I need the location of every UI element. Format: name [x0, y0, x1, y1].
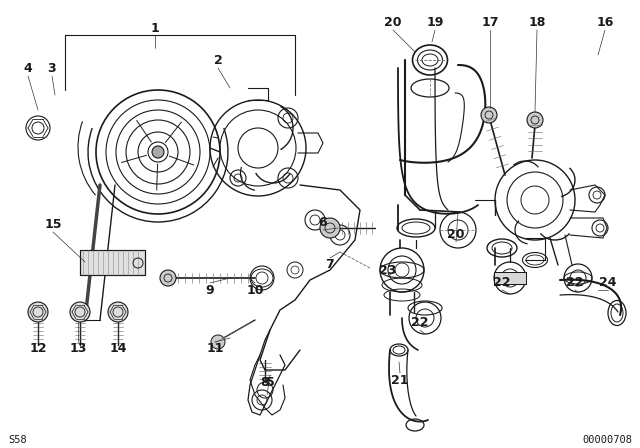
Text: 00000708: 00000708	[582, 435, 632, 445]
Text: 22: 22	[493, 276, 511, 289]
Text: 3: 3	[48, 61, 56, 74]
Bar	[80, 250, 145, 275]
Circle shape	[481, 107, 497, 123]
Bar	[80, 250, 145, 275]
Text: 4: 4	[24, 61, 33, 74]
Text: 22: 22	[566, 276, 584, 289]
Circle shape	[152, 146, 164, 158]
Text: 20: 20	[384, 16, 402, 29]
Bar	[494, 272, 526, 284]
Text: 11: 11	[206, 341, 224, 354]
Text: 24: 24	[599, 276, 617, 289]
Text: 5: 5	[266, 375, 275, 388]
Text: 23: 23	[380, 263, 397, 276]
Text: 14: 14	[109, 341, 127, 354]
Circle shape	[28, 302, 48, 322]
Text: 21: 21	[391, 374, 409, 387]
Circle shape	[160, 270, 176, 286]
Text: 17: 17	[481, 16, 499, 29]
Circle shape	[70, 302, 90, 322]
Text: 22: 22	[412, 316, 429, 329]
Text: 15: 15	[44, 219, 61, 232]
Text: 8: 8	[260, 375, 269, 388]
Text: 19: 19	[426, 16, 444, 29]
Circle shape	[211, 335, 225, 349]
Text: 10: 10	[246, 284, 264, 297]
Text: 7: 7	[326, 258, 334, 271]
Text: 1: 1	[150, 22, 159, 34]
Circle shape	[527, 112, 543, 128]
Circle shape	[320, 218, 340, 238]
Text: 6: 6	[319, 215, 327, 228]
Text: 2: 2	[214, 53, 222, 66]
Text: S58: S58	[8, 435, 27, 445]
Text: 18: 18	[528, 16, 546, 29]
Circle shape	[108, 302, 128, 322]
Text: 16: 16	[596, 16, 614, 29]
Text: 12: 12	[29, 341, 47, 354]
Bar	[494, 272, 526, 284]
Text: 13: 13	[69, 341, 86, 354]
Text: 9: 9	[205, 284, 214, 297]
Text: 20: 20	[447, 228, 465, 241]
